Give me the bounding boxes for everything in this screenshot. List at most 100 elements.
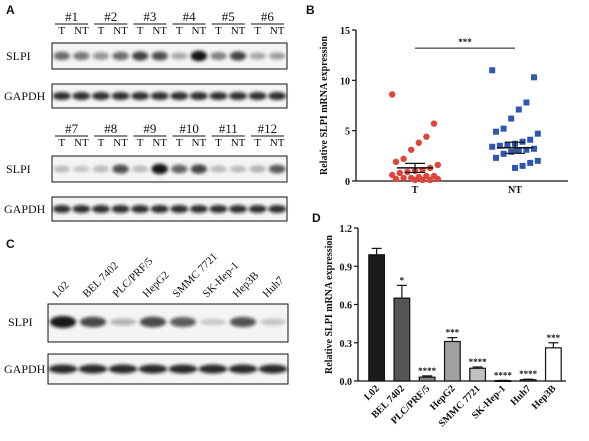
gapdh-band (138, 364, 168, 374)
y-tick-label: 0.0 (340, 377, 353, 388)
scatter-point-t (430, 120, 438, 127)
y-tick-label: 5 (345, 127, 350, 138)
bar-significance-label: *** (446, 328, 460, 338)
condition-label: T (98, 25, 105, 37)
slpi-band (131, 165, 149, 173)
scatter-point-nt (489, 143, 496, 150)
slpi-band (249, 165, 266, 173)
bar (544, 347, 562, 382)
gapdh-band (72, 92, 91, 100)
scatter-point-t (392, 175, 400, 183)
condition-label: NT (74, 25, 89, 37)
cell-line-label: Huh7 (261, 274, 287, 300)
scatter-point-nt (500, 150, 507, 157)
gapdh-blot-frame (51, 83, 288, 109)
scatter-point-t (415, 139, 422, 146)
slpi-band (171, 52, 188, 60)
sample-label: #9 (143, 121, 156, 136)
scatter-point-nt (534, 130, 541, 137)
condition-label: NT (231, 137, 246, 149)
slpi-row-label: SLPI (6, 49, 31, 63)
scatter-point-nt (493, 128, 499, 135)
scatter-point-t (411, 176, 419, 184)
bar-significance-label: **** (469, 357, 488, 367)
slpi-band (109, 318, 137, 326)
slpi-band (259, 318, 287, 326)
scatter-point-nt (493, 154, 499, 161)
gapdh-band (78, 364, 108, 374)
bar-significance-label: **** (519, 369, 538, 379)
y-tick-label: 0.9 (340, 262, 353, 273)
scatter-point-nt (523, 99, 530, 106)
slpi-band (92, 165, 110, 173)
panel-d-bar-chart: 0.0 0.3 0.6 0.9 1.2 Relative SLPI mRNA expres… (324, 224, 566, 429)
sample-label: #4 (183, 9, 197, 24)
gapdh-band (209, 92, 228, 100)
panel-b-scatter-chart: 0 5 10 15 Relative SLPI mRNA expression T NT **… (319, 26, 568, 196)
condition-label: T (58, 25, 65, 37)
panel-a-western-blot: #1T NT#2T NT#3T NT#4T NT#5T NT#6T NTSLPIGAPDH#… (4, 9, 288, 222)
gapdh-band (91, 92, 110, 100)
gapdh-band (131, 92, 150, 100)
condition-label: T (137, 25, 144, 37)
slpi-band (112, 51, 129, 61)
gapdh-band (198, 364, 228, 374)
slpi-band (73, 165, 90, 173)
sample-label: #5 (222, 9, 235, 24)
sample-label: #1 (65, 9, 78, 24)
condition-label: T (176, 25, 183, 37)
condition-label: T (254, 137, 261, 149)
sample-label: #6 (261, 9, 275, 24)
scatter-point-nt (523, 146, 530, 153)
scatter-point-t (389, 91, 396, 98)
y-tick-label: 0.6 (340, 301, 353, 312)
gapdh-band (248, 92, 267, 100)
slpi-band (268, 164, 286, 174)
panel-c-label: C (6, 237, 15, 251)
y-axis-title: Relative SLPI mRNA expression (324, 235, 335, 374)
bar (368, 254, 386, 382)
y-axis-title: Relative SLPI mRNA expression (319, 36, 330, 175)
sample-label: #10 (179, 121, 199, 136)
slpi-blot-frame (51, 155, 288, 183)
gapdh-band (268, 205, 287, 213)
bar (443, 340, 461, 382)
gapdh-band (189, 92, 208, 100)
condition-label: NT (270, 25, 285, 37)
scatter-point-nt (527, 136, 534, 143)
scatter-point-t (400, 174, 407, 182)
condition-label: NT (113, 137, 128, 149)
sample-label: #11 (219, 121, 238, 136)
slpi-row-label: SLPI (8, 315, 33, 329)
scatter-point-t (423, 133, 430, 140)
gapdh-band (189, 205, 208, 213)
bar (393, 297, 411, 382)
slpi-band (249, 52, 266, 60)
scatter-point-nt (519, 162, 526, 169)
slpi-band (229, 51, 247, 61)
panel-a-label: A (6, 3, 15, 17)
scatter-point-nt (512, 164, 518, 171)
gapdh-blot-frame (51, 196, 288, 222)
condition-label: NT (74, 137, 89, 149)
x-category-label: L02 (362, 383, 382, 403)
gapdh-band (229, 92, 248, 100)
gapdh-row-label: GAPDH (4, 362, 46, 376)
gapdh-band (52, 92, 71, 100)
condition-label: T (137, 137, 144, 149)
slpi-band (229, 165, 247, 173)
slpi-band (229, 316, 257, 328)
gapdh-band (170, 92, 189, 100)
scatter-point-t (396, 169, 403, 177)
scatter-point-nt (527, 159, 534, 166)
y-tick-label: 1.2 (340, 224, 353, 235)
scatter-point-nt (508, 115, 515, 122)
gapdh-band (91, 205, 110, 213)
gapdh-band (228, 364, 258, 374)
gapdh-band (150, 205, 169, 213)
scatter-point-nt (504, 141, 511, 148)
cell-line-label: L02 (51, 279, 72, 300)
panel-b-label: B (306, 3, 315, 17)
gapdh-band (111, 205, 130, 213)
